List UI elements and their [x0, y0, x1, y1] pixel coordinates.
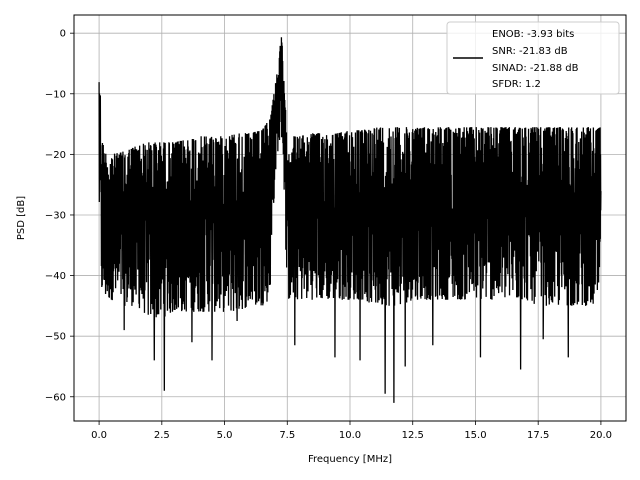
x-tick-label: 12.5	[402, 430, 424, 441]
x-tick-label: 10.0	[339, 430, 361, 441]
y-tick-label: −40	[45, 271, 66, 282]
y-tick-label: −20	[45, 150, 66, 161]
legend-sinad: SINAD: -21.88 dB	[492, 63, 579, 74]
x-tick-label: 5.0	[217, 430, 233, 441]
x-tick-label: 17.5	[527, 430, 549, 441]
x-axis: 0.0 2.5 5.0 7.5 10.0 12.5 15.0 17.5 20.0	[91, 421, 612, 441]
x-tick-label: 0.0	[91, 430, 107, 441]
y-tick-label: −30	[45, 210, 66, 221]
x-tick-label: 20.0	[590, 430, 612, 441]
x-tick-label: 7.5	[279, 430, 295, 441]
legend-sfdr: SFDR: 1.2	[492, 79, 541, 90]
x-tick-label: 2.5	[154, 430, 170, 441]
y-axis: 0 −10 −20 −30 −40 −50 −60	[45, 29, 74, 403]
y-tick-label: −10	[45, 89, 66, 100]
legend: ENOB: -3.93 bits SNR: -21.83 dB SINAD: -…	[446, 21, 620, 95]
y-axis-label: PSD [dB]	[16, 196, 27, 240]
psd-line	[98, 37, 602, 403]
y-tick-label: −60	[45, 392, 66, 403]
legend-snr: SNR: -21.83 dB	[492, 46, 568, 57]
y-tick-label: 0	[60, 29, 66, 40]
x-tick-label: 15.0	[464, 430, 486, 441]
legend-enob: ENOB: -3.93 bits	[492, 29, 574, 40]
x-axis-label: Frequency [MHz]	[308, 454, 392, 465]
y-tick-label: −50	[45, 332, 66, 343]
legend-box	[446, 21, 620, 95]
psd-series	[98, 37, 602, 403]
